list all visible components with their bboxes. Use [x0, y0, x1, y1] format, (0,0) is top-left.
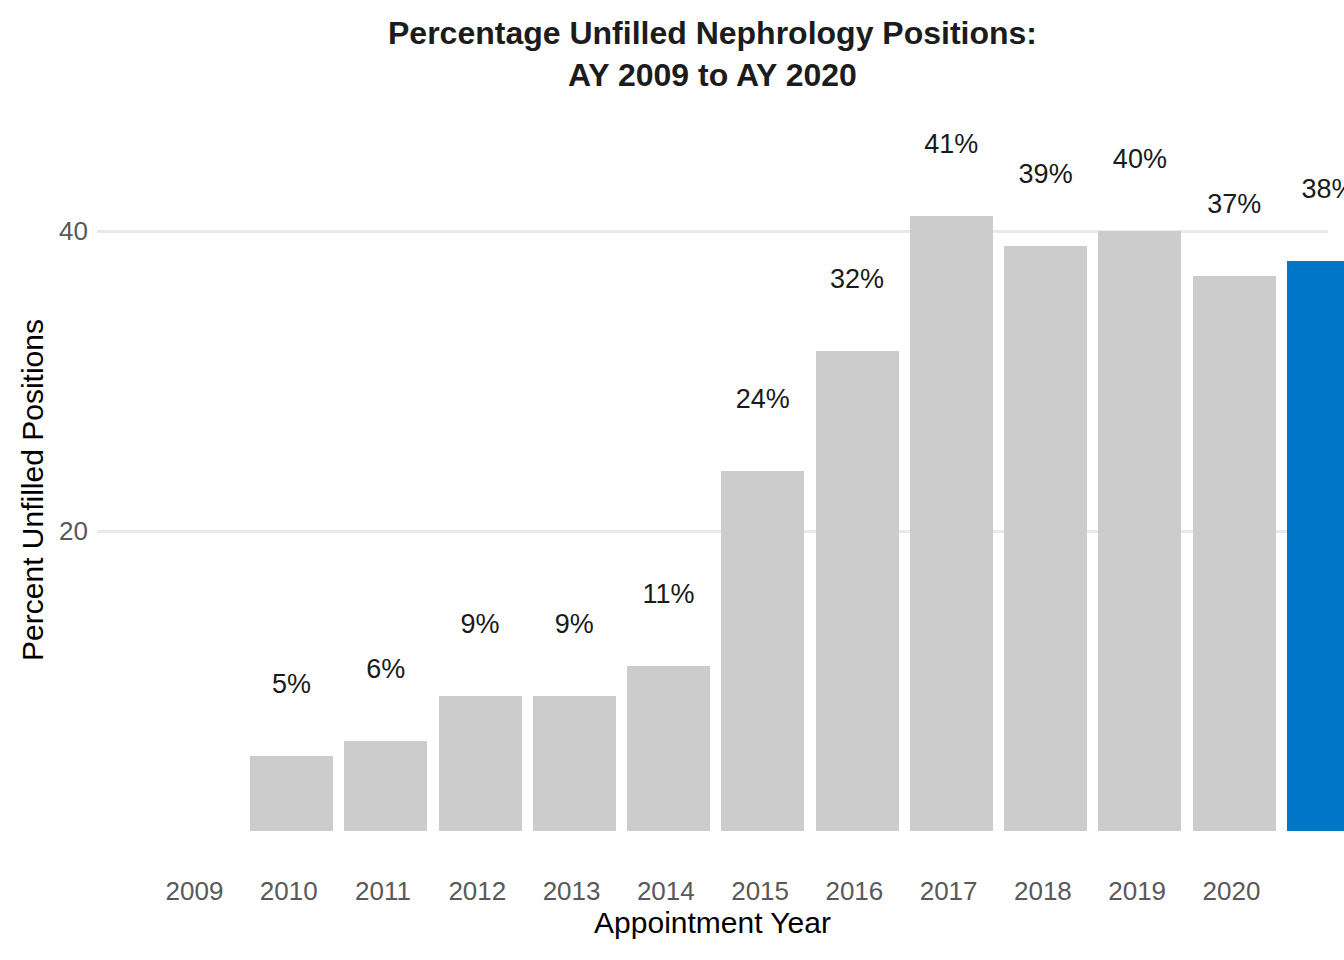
bar-column-2010: 6%: [344, 653, 427, 831]
bar-column-2012: 9%: [533, 608, 616, 831]
bar-2019: [1193, 276, 1276, 831]
x-tick-label-2013: 2013: [530, 876, 613, 907]
bar-2020: [1287, 261, 1344, 831]
bar-column-2009: 5%: [250, 668, 333, 831]
x-tick-label-2017: 2017: [907, 876, 990, 907]
bar-column-2015: 32%: [816, 263, 899, 831]
bar-value-label: 9%: [555, 608, 594, 641]
bar-value-label: 6%: [366, 653, 405, 686]
bar-value-label: 41%: [924, 128, 978, 161]
bar-column-2013: 11%: [627, 578, 710, 831]
x-tick-label-2016: 2016: [813, 876, 896, 907]
bar-2010: [344, 741, 427, 831]
x-tick-label-2010: 2010: [247, 876, 330, 907]
x-axis-title: Appointment Year: [97, 906, 1328, 940]
bar-value-label: 24%: [736, 383, 790, 416]
y-axis-title: Percent Unfilled Positions: [16, 319, 50, 661]
bar-column-2011: 9%: [439, 608, 522, 831]
bar-2009: [250, 756, 333, 831]
bar-value-label: 11%: [643, 578, 695, 611]
x-tick-label-2015: 2015: [719, 876, 802, 907]
y-tick-label: 40: [30, 215, 88, 247]
bar-column-2017: 39%: [1004, 158, 1087, 831]
bar-value-label: 5%: [272, 668, 311, 701]
x-tick-label-2014: 2014: [624, 876, 707, 907]
bar-column-2014: 24%: [721, 383, 804, 831]
bar-2016: [910, 216, 993, 831]
bar-value-label: 39%: [1019, 158, 1073, 191]
bar-value-label: 38%: [1301, 173, 1344, 206]
plot-area: 5%6%9%9%11%24%32%41%39%40%37%38%: [97, 0, 1328, 831]
bar-2018: [1098, 231, 1181, 831]
bars-layer: 5% 6% 9% 9% 11% 24% 32% 41% 39% 40% 37% 38%: [250, 0, 1344, 831]
bar-2017: [1004, 246, 1087, 831]
bar-column-2019: 37%: [1193, 188, 1276, 831]
x-axis-ticks: 2009 2010 2011 2012 2013 2014 2015 2016 2017 2018…: [153, 876, 1273, 907]
y-tick-label: 20: [30, 515, 88, 547]
chart-root: Percentage Unfilled Nephrology Positions…: [0, 0, 1344, 960]
bar-2012: [533, 696, 616, 831]
bar-value-label: 9%: [461, 608, 500, 641]
x-tick-label-2020: 2020: [1190, 876, 1273, 907]
bar-2015: [816, 351, 899, 831]
bar-value-label: 37%: [1207, 188, 1261, 221]
bar-column-2020: 38%: [1287, 173, 1344, 831]
bar-value-label: 32%: [830, 263, 884, 296]
x-tick-label-2019: 2019: [1096, 876, 1179, 907]
x-tick-label-2011: 2011: [342, 876, 425, 907]
x-tick-label-2012: 2012: [436, 876, 519, 907]
bar-2013: [627, 666, 710, 831]
bar-2014: [721, 471, 804, 831]
x-tick-label-2018: 2018: [1001, 876, 1084, 907]
bar-column-2016: 41%: [910, 128, 993, 831]
x-tick-label-2009: 2009: [153, 876, 236, 907]
bar-2011: [439, 696, 522, 831]
bar-value-label: 40%: [1113, 143, 1167, 176]
bar-column-2018: 40%: [1098, 143, 1181, 831]
